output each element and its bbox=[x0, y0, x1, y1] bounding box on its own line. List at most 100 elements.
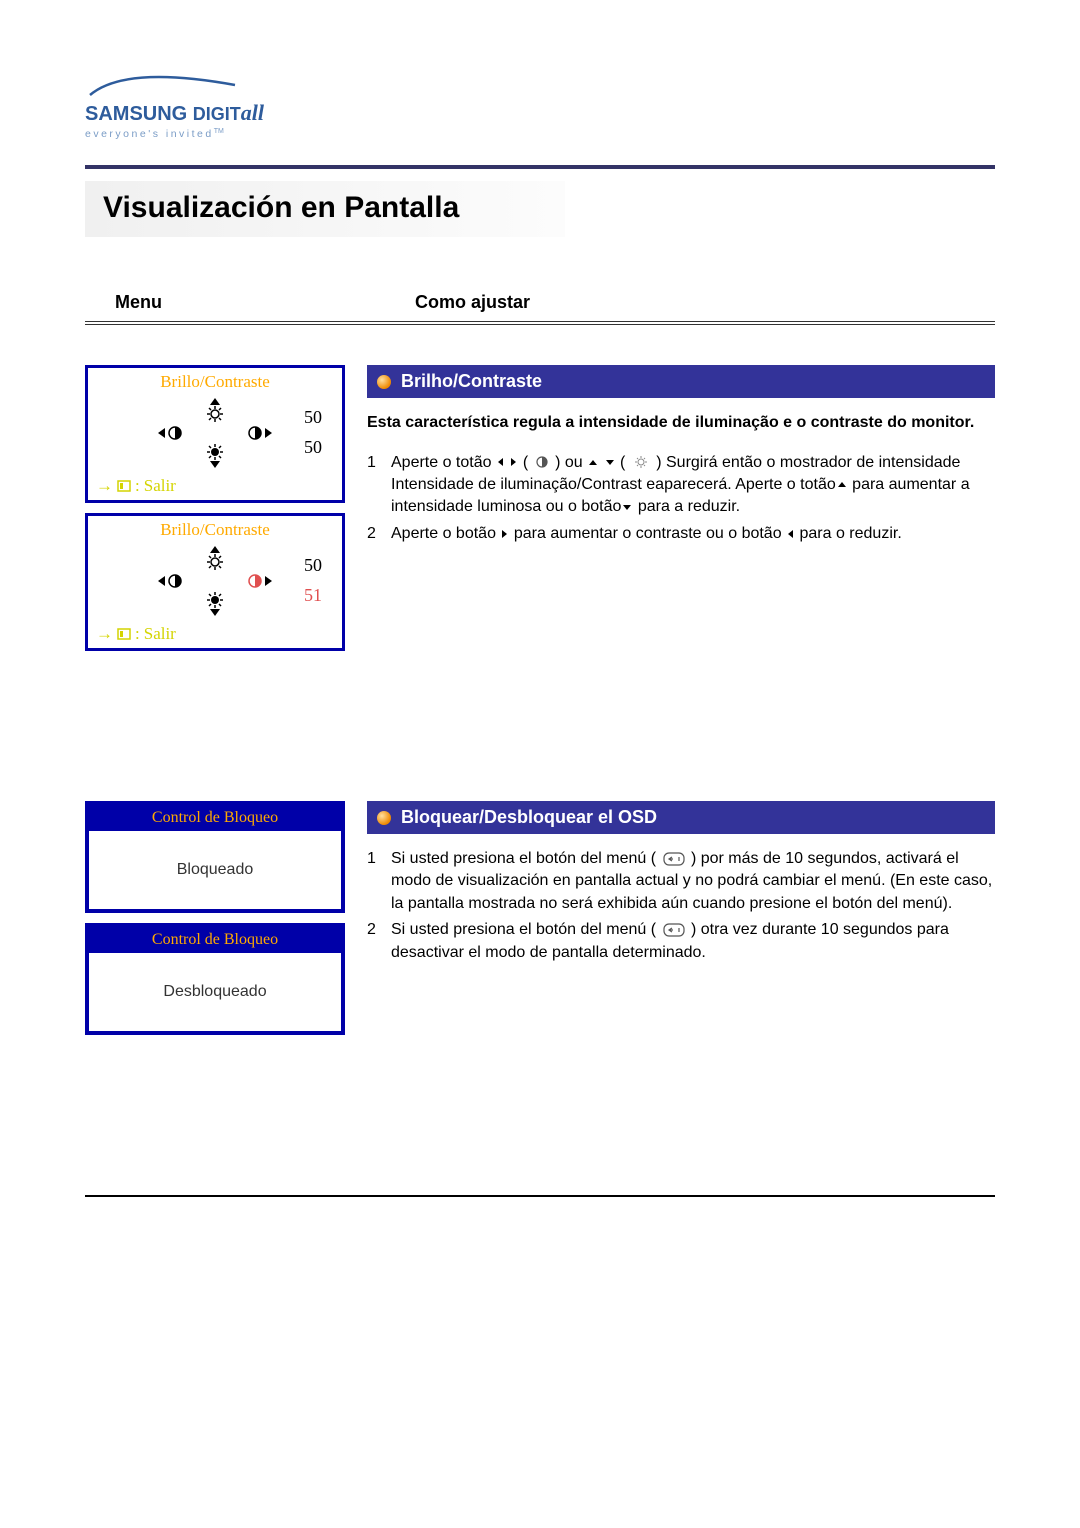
lock-state-unlocked: Desbloqueado bbox=[89, 953, 341, 1031]
bullet-icon bbox=[377, 811, 391, 825]
osd-exit-label: Salir bbox=[144, 624, 176, 644]
sun-icon bbox=[206, 405, 224, 423]
contrast-icon bbox=[167, 425, 183, 441]
osd-lock-box-b: Control de Bloqueo Desbloqueado bbox=[85, 923, 345, 1035]
step-2: 2 Si usted presiona el botón del menú ( … bbox=[367, 919, 995, 968]
step-list-1: 1 Aperte o totão ( ) ou ( ) Surgirá entã… bbox=[367, 452, 995, 550]
step-num: 1 bbox=[367, 848, 391, 919]
up-arrow-icon bbox=[210, 398, 220, 405]
down-arrow-icon bbox=[210, 461, 220, 468]
brand-logo: SAMSUNG DIGITall everyone's invitedTM bbox=[85, 70, 995, 140]
sun-grey-icon bbox=[632, 455, 650, 469]
down-arrow-icon bbox=[623, 505, 631, 510]
menu-column-2: Control de Bloqueo Bloqueado Control de … bbox=[85, 801, 345, 1045]
osd-brightness-b: Brillo/Contraste 50 51 bbox=[85, 513, 345, 651]
lock-title-b: Control de Bloqueo bbox=[89, 927, 341, 953]
bullet-icon bbox=[377, 375, 391, 389]
right-arrow-icon bbox=[265, 576, 272, 586]
osd-footer-b: → : Salir bbox=[88, 622, 342, 648]
menu-button-icon bbox=[663, 852, 685, 866]
col-howto-header: Como ajustar bbox=[415, 292, 530, 313]
osd-title-b: Brillo/Contraste bbox=[88, 516, 342, 542]
up-arrow-icon bbox=[210, 546, 220, 553]
step-text: Si usted presiona el botón del menú ( ) … bbox=[391, 848, 995, 919]
header-rule-2 bbox=[85, 324, 995, 325]
brand-sub2: all bbox=[241, 100, 264, 125]
top-divider bbox=[85, 165, 995, 169]
t: ) ou bbox=[551, 454, 587, 471]
bottom-divider bbox=[85, 1195, 995, 1197]
brand-sub1: DIGIT bbox=[193, 104, 241, 124]
t: para o reduzir. bbox=[795, 525, 902, 542]
swoosh-icon bbox=[85, 70, 265, 100]
t: para a reduzir. bbox=[633, 498, 740, 515]
sun-fill-icon bbox=[206, 591, 224, 609]
osd-value-b2: 51 bbox=[304, 585, 322, 606]
brand-name: SAMSUNG bbox=[85, 103, 187, 125]
osd-footer-a: → : Salir bbox=[88, 474, 342, 500]
step-text: Aperte o totão ( ) ou ( ) Surgirá então … bbox=[391, 452, 995, 523]
left-arrow-icon bbox=[158, 428, 165, 438]
right-arrow-icon bbox=[502, 530, 507, 538]
t: Aperte o botão bbox=[391, 525, 500, 542]
contrast-icon bbox=[535, 455, 549, 469]
osd-value-a2: 50 bbox=[304, 437, 322, 458]
menu-column-1: Brillo/Contraste 50 50 bbox=[85, 365, 345, 661]
menu-button-icon bbox=[663, 923, 685, 937]
step-1: 1 Aperte o totão ( ) ou ( ) Surgirá entã… bbox=[367, 452, 995, 523]
header-rule-1 bbox=[85, 321, 995, 322]
osd-title-a: Brillo/Contraste bbox=[88, 368, 342, 394]
t: Aperte o totão bbox=[391, 454, 496, 471]
step-text: Aperte o botão para aumentar o contraste… bbox=[391, 523, 995, 549]
osd-value-b1: 50 bbox=[304, 555, 322, 576]
page-title-bar: Visualización en Pantalla bbox=[85, 181, 565, 237]
osd-value-a1: 50 bbox=[304, 407, 322, 428]
tagline-text: everyone's invited bbox=[85, 128, 214, 140]
right-arrow-icon bbox=[511, 458, 516, 466]
osd-exit-label: Salir bbox=[144, 476, 176, 496]
exit-icon bbox=[117, 628, 131, 640]
sun-icon bbox=[206, 553, 224, 571]
section-header-brightness: Brilho/Contraste bbox=[367, 365, 995, 398]
sun-fill-icon bbox=[206, 443, 224, 461]
desc-column-2: Bloquear/Desbloquear el OSD 1 Si usted p… bbox=[367, 801, 995, 968]
down-arrow-icon bbox=[210, 609, 220, 616]
section-header-text: Brilho/Contraste bbox=[401, 371, 542, 392]
step-2: 2 Aperte o botão para aumentar o contras… bbox=[367, 523, 995, 549]
section-lock: Control de Bloqueo Bloqueado Control de … bbox=[85, 801, 995, 1045]
lock-title-a: Control de Bloqueo bbox=[89, 805, 341, 831]
t: ( bbox=[616, 454, 630, 471]
step-num: 1 bbox=[367, 452, 391, 523]
left-arrow-icon bbox=[788, 530, 793, 538]
step-1: 1 Si usted presiona el botón del menú ( … bbox=[367, 848, 995, 919]
step-num: 2 bbox=[367, 523, 391, 549]
exit-icon bbox=[117, 480, 131, 492]
contrast-red-icon bbox=[247, 573, 263, 589]
t: Si usted presiona el botón del menú ( bbox=[391, 921, 661, 938]
section-header-lock: Bloquear/Desbloquear el OSD bbox=[367, 801, 995, 834]
step-num: 2 bbox=[367, 919, 391, 968]
tm-mark: TM bbox=[214, 128, 224, 135]
page: SAMSUNG DIGITall everyone's invitedTM Vi… bbox=[0, 0, 1080, 1277]
t: para aumentar o contraste ou o botão bbox=[509, 525, 786, 542]
section-intro: Esta característica regula a intensidade… bbox=[367, 412, 995, 434]
left-arrow-icon bbox=[498, 458, 503, 466]
section-brightness: Brillo/Contraste 50 50 bbox=[85, 365, 995, 661]
lock-state-locked: Bloqueado bbox=[89, 831, 341, 909]
down-arrow-icon bbox=[606, 460, 614, 465]
right-arrow-icon bbox=[265, 428, 272, 438]
section-header-text: Bloquear/Desbloquear el OSD bbox=[401, 807, 657, 828]
desc-column-1: Brilho/Contraste Esta característica reg… bbox=[367, 365, 995, 549]
contrast-icon bbox=[167, 573, 183, 589]
page-title: Visualización en Pantalla bbox=[103, 191, 547, 225]
osd-brightness-a: Brillo/Contraste 50 50 bbox=[85, 365, 345, 503]
t: Si usted presiona el botón del menú ( bbox=[391, 850, 661, 867]
brand-tagline: everyone's invitedTM bbox=[85, 128, 995, 140]
left-arrow-icon bbox=[158, 576, 165, 586]
brand-text: SAMSUNG DIGITall bbox=[85, 100, 995, 126]
step-list-2: 1 Si usted presiona el botón del menú ( … bbox=[367, 848, 995, 968]
osd-lock-box-a: Control de Bloqueo Bloqueado bbox=[85, 801, 345, 913]
up-arrow-icon bbox=[838, 482, 846, 487]
contrast-icon bbox=[247, 425, 263, 441]
t: ( bbox=[518, 454, 532, 471]
